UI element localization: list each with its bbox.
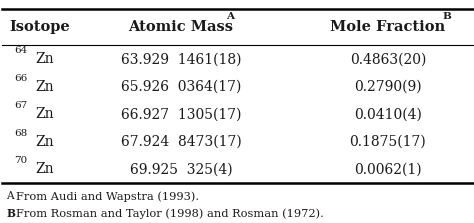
Text: Atomic Mass: Atomic Mass <box>128 20 234 34</box>
Text: 66.927  1305(17): 66.927 1305(17) <box>121 107 241 121</box>
Text: Zn: Zn <box>35 135 54 149</box>
Text: 0.4863(20): 0.4863(20) <box>350 52 426 66</box>
Text: 66: 66 <box>14 74 27 83</box>
Text: Zn: Zn <box>35 52 54 66</box>
Text: 68: 68 <box>14 129 27 138</box>
Text: 0.0062(1): 0.0062(1) <box>354 162 422 176</box>
Text: Isotope: Isotope <box>9 20 70 34</box>
Text: From Rosman and Taylor (1998) and Rosman (1972).: From Rosman and Taylor (1998) and Rosman… <box>16 208 323 219</box>
Text: From Audi and Wapstra (1993).: From Audi and Wapstra (1993). <box>16 191 199 202</box>
Text: 65.926  0364(17): 65.926 0364(17) <box>121 80 241 94</box>
Text: 70: 70 <box>14 157 27 165</box>
Text: 67.924  8473(17): 67.924 8473(17) <box>121 135 241 149</box>
Text: B: B <box>6 208 15 219</box>
Text: 0.1875(17): 0.1875(17) <box>350 135 426 149</box>
Text: A: A <box>6 191 14 201</box>
Text: Zn: Zn <box>35 80 54 94</box>
Text: Zn: Zn <box>35 107 54 121</box>
Text: 63.929  1461(18): 63.929 1461(18) <box>121 52 241 66</box>
Text: Zn: Zn <box>35 162 54 176</box>
Text: 0.2790(9): 0.2790(9) <box>354 80 422 94</box>
Text: 67: 67 <box>14 101 27 110</box>
Text: 69.925  325(4): 69.925 325(4) <box>130 162 232 176</box>
Text: A: A <box>226 12 234 21</box>
Text: B: B <box>442 12 451 21</box>
Text: Mole Fraction: Mole Fraction <box>330 20 446 34</box>
Text: 64: 64 <box>14 46 27 55</box>
Text: 0.0410(4): 0.0410(4) <box>354 107 422 121</box>
